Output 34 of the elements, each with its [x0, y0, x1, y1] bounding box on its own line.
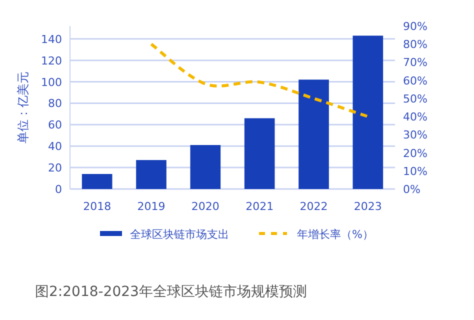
y-tick-label: 120: [41, 54, 62, 68]
y2-tick-label: 90%: [403, 20, 428, 33]
x-tick-label: 2022: [300, 200, 328, 213]
y2-tick-label: 70%: [403, 56, 428, 70]
y2-tick-label: 20%: [403, 146, 428, 160]
bar: [136, 160, 166, 189]
x-tick-label: 2020: [191, 200, 220, 213]
y-tick-label: 100: [41, 76, 62, 89]
x-tick-label: 2021: [246, 200, 274, 213]
bar: [190, 145, 221, 189]
bar: [82, 174, 112, 189]
y2-tick-label: 80%: [403, 38, 428, 52]
y2-tick-label: 40%: [403, 110, 428, 124]
y-tick-label: 0: [55, 183, 62, 196]
bar: [244, 118, 275, 189]
bar: [298, 80, 329, 189]
y2-tick-label: 30%: [403, 128, 428, 142]
bar: [352, 36, 384, 189]
x-tick-label: 2019: [137, 200, 166, 213]
y-axis-title: 单位：亿美元: [16, 72, 30, 144]
y2-tick-label: 0%: [403, 183, 420, 196]
x-tick-label: 2023: [354, 200, 382, 213]
y-tick-label: 80: [48, 97, 62, 110]
y-tick-label: 60: [48, 118, 62, 132]
y2-tick-label: 50%: [403, 92, 428, 106]
y-tick-label: 40: [48, 140, 62, 154]
y2-tick-label: 60%: [403, 74, 428, 88]
x-tick-label: 2018: [83, 200, 112, 213]
y2-tick-label: 10%: [403, 164, 428, 178]
y-tick-label: 140: [41, 32, 62, 46]
legend-label: 年增长率（%）: [297, 228, 374, 241]
legend-label: 全球区块链市场支出: [130, 228, 229, 241]
y-tick-label: 20: [48, 162, 62, 175]
caption: 图2:2018-2023年全球区块链市场规模预测: [35, 284, 307, 300]
